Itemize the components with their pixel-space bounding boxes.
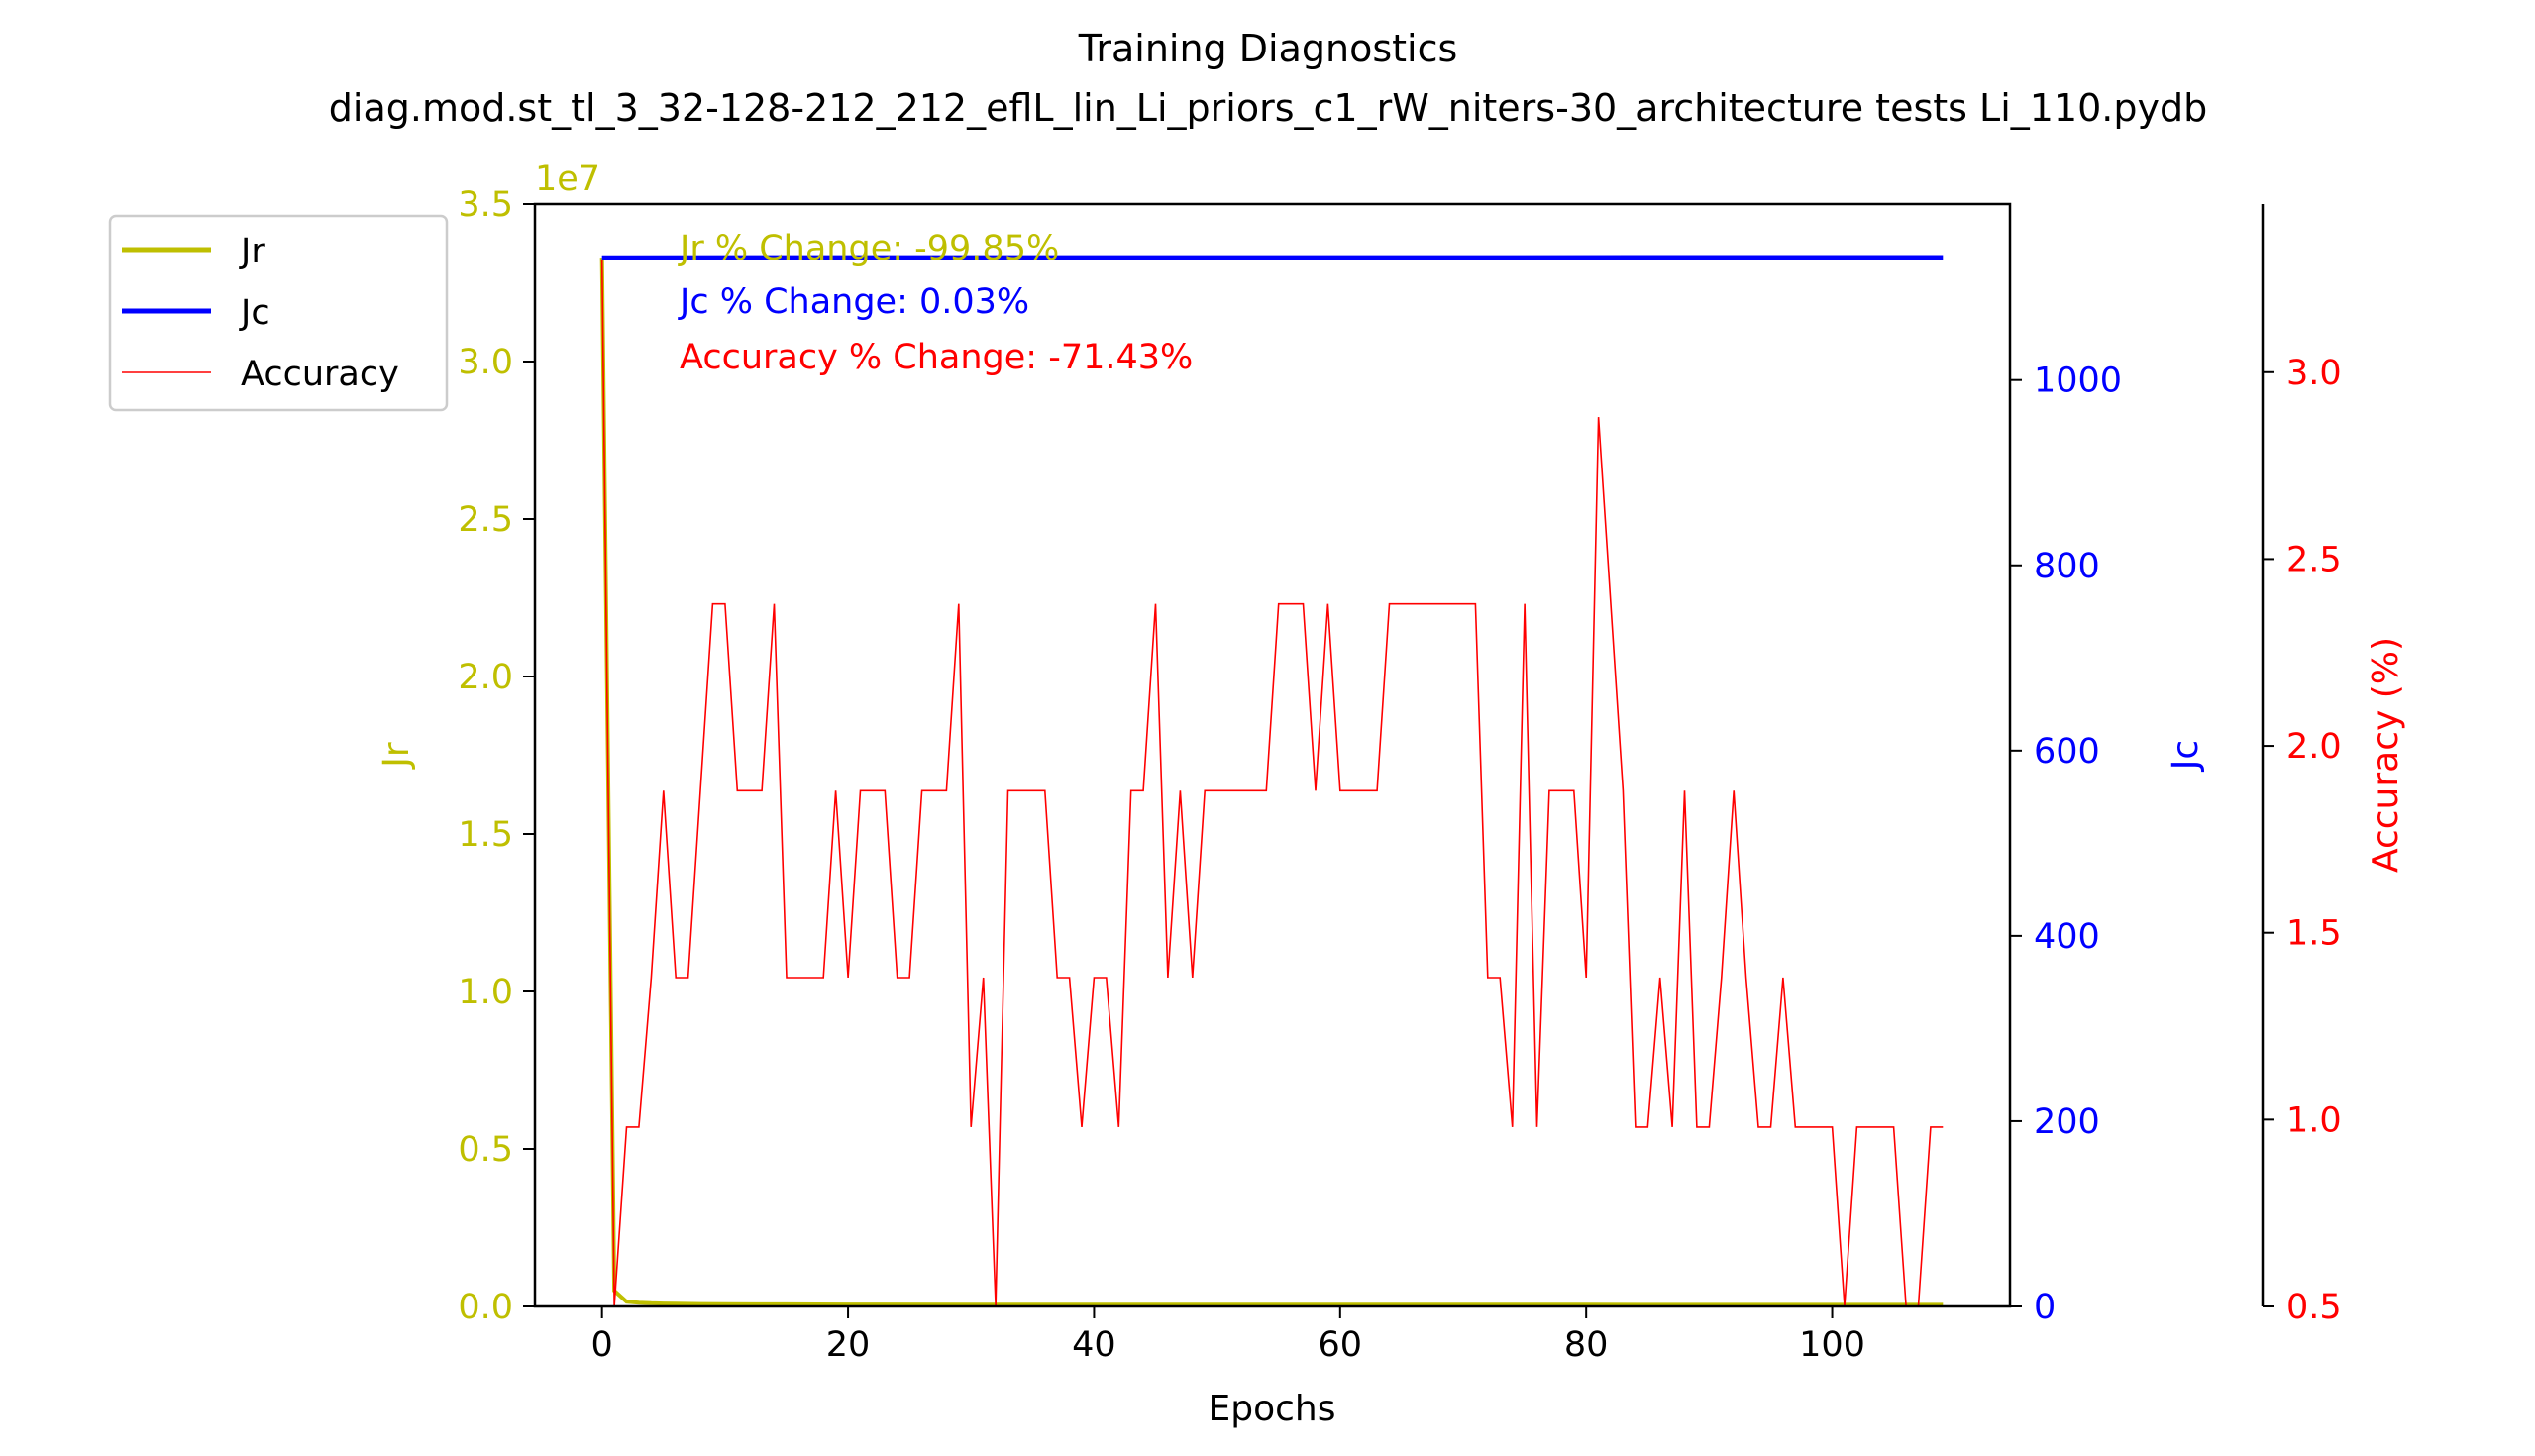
jr-tick-label: 2.0 [458,658,513,697]
chart-subtitle: diag.mod.st_tl_3_32-128-212_212_eflL_lin… [329,86,2207,130]
x-tick-label: 60 [1319,1325,1363,1365]
jr-tick-label: 1.5 [458,815,513,855]
annotation-jc-change: Jc % Change: 0.03% [678,282,1029,322]
legend: Jr Jc Accuracy [108,214,449,412]
accuracy-tick-label: 0.5 [2286,1288,2342,1327]
x-tick-label: 0 [591,1325,613,1365]
annotation-jr-change: Jr % Change: -99.85% [678,229,1059,268]
jc-tick-label: 400 [2034,917,2100,957]
jr-axis-label: Jr [376,742,417,770]
jr-tick-label: 0.5 [458,1130,513,1170]
x-tick-label: 40 [1072,1325,1116,1365]
jc-tick-label: 600 [2034,732,2100,772]
accuracy-tick-label: 1.5 [2286,914,2342,954]
series-line-jr [599,258,1944,1307]
jr-tick-label: 0.0 [458,1288,513,1327]
jr-offset-text: 1e7 [535,159,600,199]
accuracy-tick-label: 1.0 [2286,1100,2342,1140]
legend-label-accuracy: Accuracy [241,355,399,394]
plot-frame [533,202,2012,1308]
legend-box [108,214,449,412]
accuracy-tick-label: 2.0 [2286,727,2342,767]
jc-axis-label: Jc [2165,740,2206,772]
jr-tick-label: 3.5 [458,185,513,225]
x-tick-label: 20 [826,1325,871,1365]
legend-label-jr: Jr [239,232,265,271]
annotation-accuracy-change: Accuracy % Change: -71.43% [680,338,1193,377]
series-layer [599,255,1944,1307]
series-line-accuracy [600,260,1944,1307]
jr-tick-label: 2.5 [458,500,513,540]
legend-label-jc: Jc [239,293,270,333]
jr-tick-label: 3.0 [458,343,513,382]
jc-tick-label: 800 [2034,547,2100,586]
x-tick-label: 80 [1564,1325,1609,1365]
jc-tick-label: 0 [2034,1288,2056,1327]
accuracy-tick-label: 2.5 [2286,540,2342,579]
x-axis-label: Epochs [1209,1389,1336,1429]
chart-title: Training Diagnostics [1078,27,1458,70]
jc-tick-label: 1000 [2034,362,2122,401]
accuracy-axis-label: Accuracy (%) [2366,637,2406,873]
annotation-layer: Jr % Change: -99.85% Jc % Change: 0.03% … [678,229,1193,377]
jr-tick-label: 1.0 [458,973,513,1012]
tick-layer: 0 20 40 60 80 100 0.0 0.5 1.0 1.5 2.0 2.5 3.0 3.5 0 200… [458,185,2341,1365]
accuracy-tick-label: 3.0 [2286,354,2342,393]
x-tick-label: 100 [1799,1325,1865,1365]
jc-tick-label: 200 [2034,1102,2100,1142]
